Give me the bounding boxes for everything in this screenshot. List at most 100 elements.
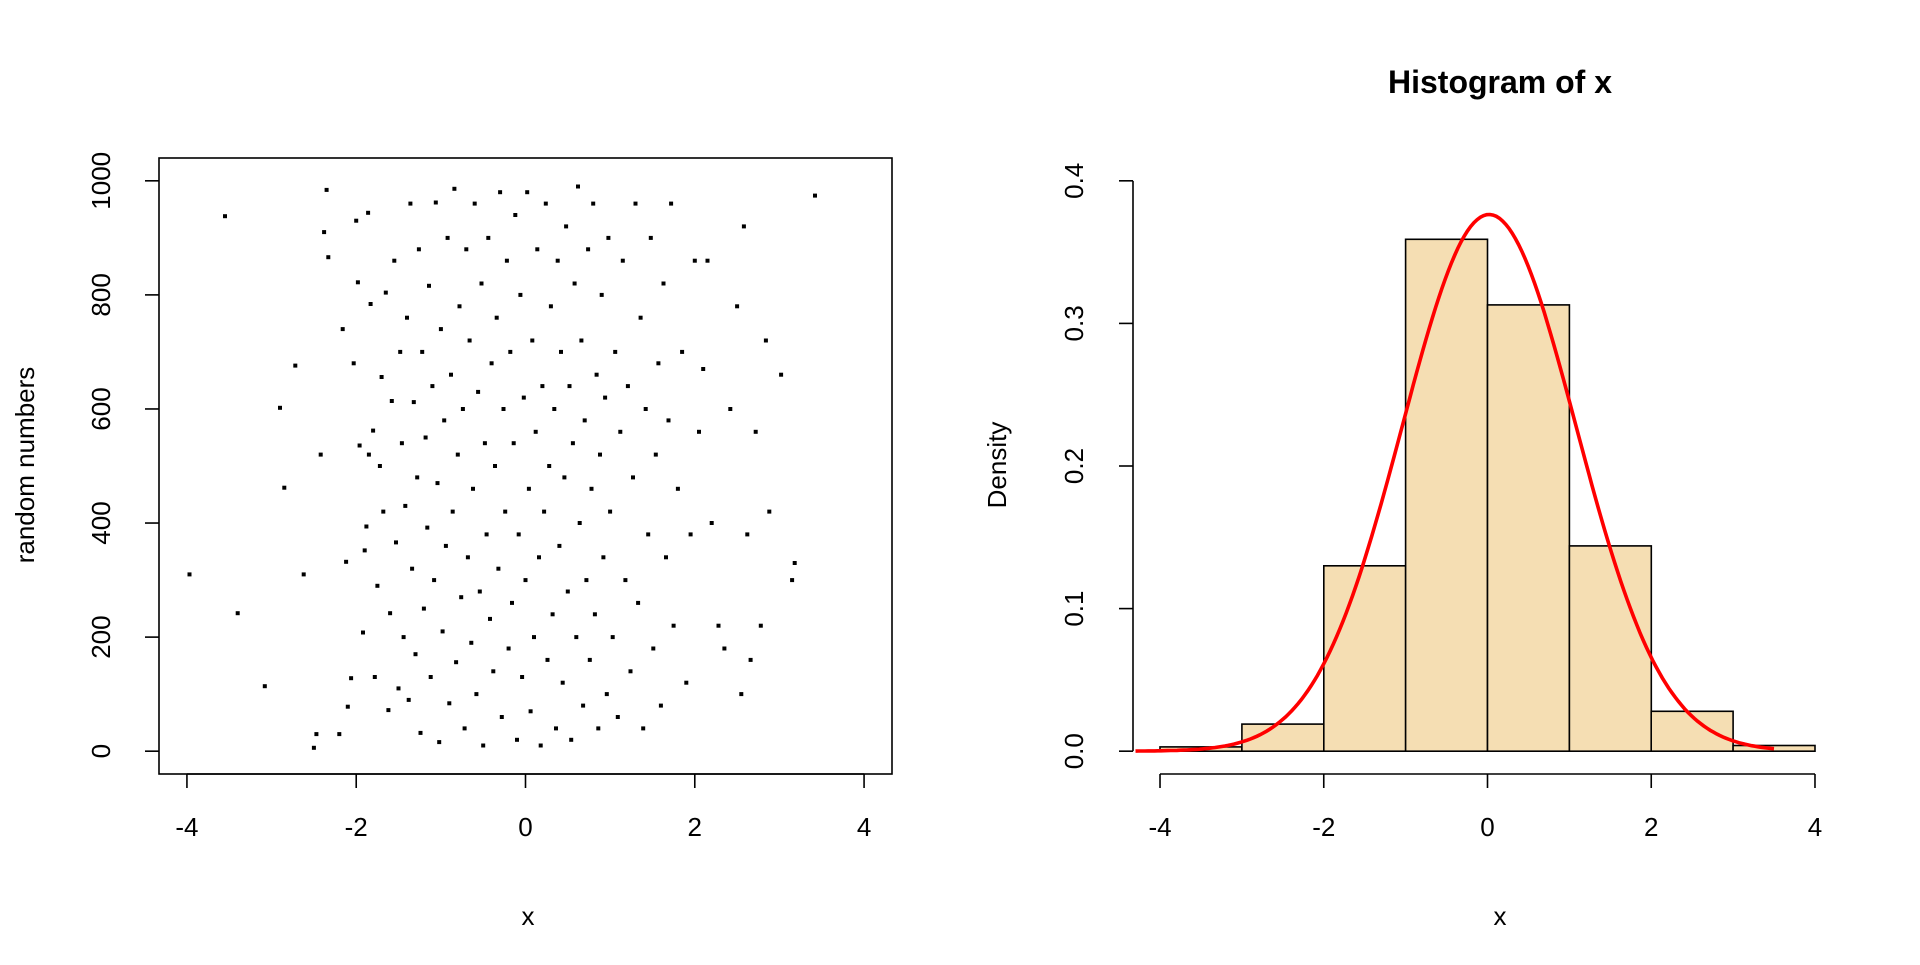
scatter-point (440, 629, 445, 634)
scatter-point (545, 657, 550, 662)
y-tick-label: 0 (86, 744, 116, 758)
scatter-point (697, 429, 701, 434)
scatter-point (513, 213, 518, 217)
x-tick-label: -2 (345, 812, 368, 842)
scatter-point (388, 611, 393, 616)
scatter-point (564, 224, 569, 229)
scatter-point (598, 452, 602, 457)
scatter-point (565, 589, 570, 594)
y-tick-label: 0.4 (1059, 163, 1089, 199)
scatter-point (389, 399, 394, 403)
scatter-point (570, 441, 575, 446)
scatter-point (587, 657, 592, 662)
scatter-point (433, 200, 438, 205)
scatter-point (396, 686, 401, 691)
scatter-point (716, 623, 721, 628)
scatter-point (610, 635, 615, 640)
scatter-point (489, 361, 494, 366)
scatter-point (223, 214, 227, 219)
scatter-point (282, 485, 287, 490)
scatter-point (474, 692, 479, 697)
x-tick-label: 4 (1808, 812, 1822, 842)
scatter-point (557, 543, 562, 548)
scatter-point (540, 384, 545, 389)
scatter-point (469, 640, 474, 645)
scatter-point (592, 612, 597, 617)
y-tick-label: 0.1 (1059, 591, 1089, 627)
scatter-point (379, 375, 384, 379)
scatter-point (688, 532, 693, 537)
scatter-point (584, 578, 589, 583)
scatter-point (543, 201, 548, 206)
scatter-point (381, 509, 386, 514)
y-tick-label: 0.3 (1059, 305, 1089, 341)
scatter-point (728, 407, 733, 411)
scatter-point (314, 732, 319, 737)
scatter-point (521, 395, 526, 400)
y-tick-label: 800 (86, 273, 116, 316)
scatter-point (357, 443, 362, 448)
scatter-point (684, 680, 689, 685)
scatter-point (790, 578, 795, 583)
scatter-point (532, 635, 536, 640)
scatter-point (767, 509, 772, 514)
scatter-point (311, 745, 316, 750)
x-tick-label: 0 (518, 812, 532, 842)
scatter-point (415, 475, 420, 480)
scatter-point (664, 555, 668, 560)
scatter-point (471, 486, 475, 491)
scatter-point (633, 201, 638, 206)
scatter-point (425, 525, 430, 530)
scatter-point (745, 532, 750, 537)
scatter-point (508, 349, 513, 354)
histogram-bar (1732, 744, 1816, 752)
scatter-point (406, 697, 411, 702)
scatter-point (432, 578, 437, 583)
scatter-point (671, 623, 676, 628)
histogram-bar (1241, 723, 1325, 752)
scatter-point (560, 680, 565, 685)
scatter-point (510, 600, 514, 605)
scatter-point (498, 190, 503, 195)
scatter-point (465, 555, 470, 560)
histogram-bar (1404, 238, 1489, 752)
scatter-point (582, 418, 587, 423)
scatter-point (589, 486, 594, 491)
scatter-point (646, 532, 651, 537)
scatter-point (477, 589, 482, 594)
y-tick-label: 1000 (86, 152, 116, 210)
scatter-point (518, 292, 523, 297)
scatter-point (375, 583, 380, 588)
scatter-point (579, 338, 584, 343)
scatter-point (361, 630, 365, 635)
scatter-point (418, 730, 423, 735)
scatter-point (366, 452, 371, 457)
scatter-point (366, 210, 371, 215)
scatter-point (628, 669, 633, 674)
scatter-point (603, 395, 608, 400)
scatter-point (763, 338, 768, 343)
scatter-point (493, 464, 497, 468)
scatter-point (462, 726, 467, 731)
scatter-point (758, 623, 763, 628)
scatter-point (658, 703, 663, 708)
x-tick-label: 4 (857, 812, 871, 842)
x-tick-label: 2 (1644, 812, 1658, 842)
scatter-point (542, 509, 547, 514)
scatter-point (423, 435, 428, 440)
scatter-point (337, 732, 342, 737)
scatter-point (438, 327, 443, 332)
scatter-point (420, 349, 425, 354)
scatter-point (454, 660, 459, 665)
scatter-point (364, 524, 369, 529)
scatter-plot-box (158, 157, 893, 775)
scatter-point (552, 407, 557, 411)
scatter-point (467, 338, 472, 343)
scatter-point (452, 186, 457, 191)
scatter-point (520, 675, 525, 679)
y-tick-label: 0.0 (1059, 733, 1089, 769)
scatter-point (651, 646, 656, 651)
scatter-point (722, 646, 727, 651)
